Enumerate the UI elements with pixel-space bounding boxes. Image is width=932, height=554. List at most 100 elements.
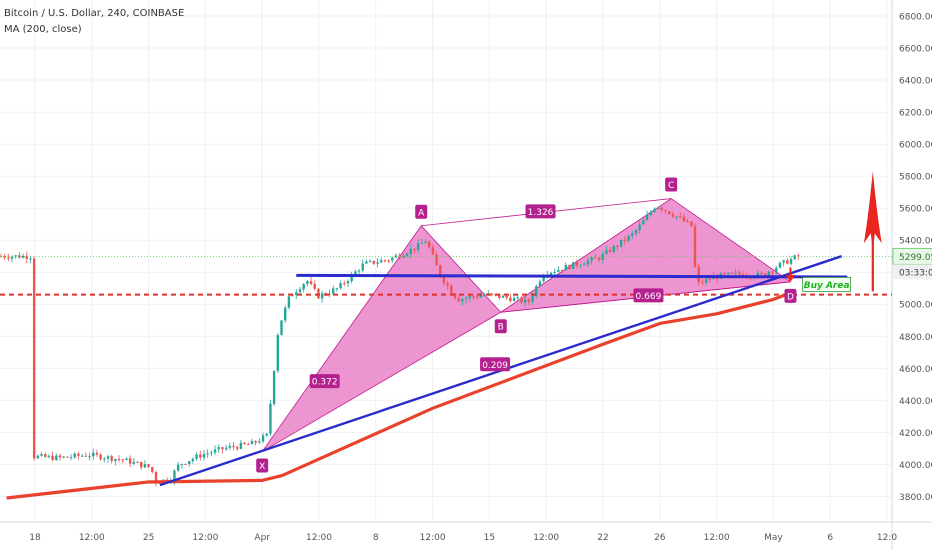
candle-body — [701, 282, 704, 284]
candle-body — [110, 456, 113, 461]
y-tick-label: 5000.00 — [899, 301, 932, 311]
candle-body — [99, 454, 102, 460]
candle-body — [631, 233, 634, 236]
y-tick-label: 3800.00 — [899, 493, 932, 503]
ma-200-line — [6, 291, 792, 500]
candle-body — [143, 464, 147, 468]
y-tick-label: 6000.00 — [899, 141, 932, 151]
candle-body — [21, 255, 25, 258]
candle-body — [457, 298, 460, 302]
x-tick-label: 12:00 — [420, 533, 446, 543]
candle-body — [176, 464, 180, 471]
candle-body — [553, 271, 556, 273]
candle-body — [760, 272, 763, 274]
y-tick-label: 4400.00 — [899, 397, 932, 407]
candle-body — [80, 455, 84, 457]
candle-body — [284, 307, 287, 321]
candle-body — [479, 295, 483, 298]
chart-legend: Bitcoin / U.S. Dollar, 240, COINBASE MA … — [4, 6, 184, 38]
candle-body — [730, 272, 734, 274]
candle-body — [656, 207, 660, 210]
candle-body — [601, 253, 604, 261]
candle-body — [180, 463, 184, 465]
candle-body — [597, 257, 601, 261]
candle-body — [763, 273, 767, 276]
candle-body — [642, 220, 645, 225]
ratio-label: 0.669 — [636, 292, 662, 302]
candle-body — [128, 458, 132, 464]
candle-body — [590, 257, 593, 261]
candle-body — [450, 285, 453, 294]
candle-body — [431, 247, 435, 255]
candle-body — [693, 226, 697, 267]
candle-body — [461, 299, 464, 302]
candle-body — [103, 458, 106, 460]
candle-body — [368, 260, 372, 262]
candle-body — [77, 453, 80, 456]
candle-body — [789, 259, 793, 264]
candle-body — [405, 253, 409, 256]
candle-body — [195, 454, 198, 459]
pattern-triangle-xab — [261, 225, 502, 452]
candle-body — [47, 455, 51, 457]
candle-body — [365, 261, 368, 264]
candle-body — [424, 241, 427, 243]
pattern-point-label: X — [259, 462, 265, 472]
candle-body — [679, 216, 682, 218]
candle-body — [210, 452, 213, 454]
x-tick-label: Apr — [254, 533, 270, 543]
y-tick-label: 4000.00 — [899, 461, 932, 471]
y-tick-label: 6200.00 — [899, 109, 932, 119]
x-tick-label: 12:00 — [306, 533, 332, 543]
candle-body — [62, 456, 65, 458]
candle-body — [549, 272, 553, 276]
candle-body — [619, 239, 623, 247]
candle-body — [132, 461, 136, 464]
pattern-point-marker — [415, 204, 428, 219]
y-tick-label: 6800.00 — [899, 13, 932, 23]
candle-body — [140, 461, 143, 468]
x-tick-label: 12:00 — [533, 533, 559, 543]
down-arrow-head — [785, 274, 796, 282]
candle-body — [793, 255, 796, 260]
candle-body — [531, 295, 534, 302]
candle-body — [391, 257, 394, 261]
candle-body — [32, 258, 36, 459]
candle-body — [302, 284, 305, 290]
candle-body — [173, 470, 176, 482]
candle-body — [88, 456, 91, 458]
candle-body — [361, 263, 364, 271]
x-tick-label: 8 — [373, 533, 379, 543]
candle-body — [69, 457, 73, 459]
candle-body — [490, 293, 494, 295]
candle-body — [708, 278, 711, 280]
y-tick-label: 4600.00 — [899, 365, 932, 375]
candle-body — [612, 245, 615, 253]
candle-body — [767, 271, 771, 276]
candle-body — [634, 230, 638, 234]
candle-body — [0, 256, 3, 258]
candle-body — [357, 270, 361, 272]
candle-body — [686, 221, 689, 223]
candle-body — [560, 269, 564, 271]
y-tick-label: 5800.00 — [899, 173, 932, 183]
pattern-point-marker — [256, 458, 269, 473]
candle-body — [416, 243, 420, 250]
candle-body — [269, 403, 272, 434]
candle-body — [206, 453, 209, 455]
countdown-badge — [893, 264, 932, 280]
candle-body — [350, 274, 353, 282]
candle-body — [464, 298, 468, 300]
candle-body — [354, 271, 357, 275]
candle-body — [516, 297, 519, 299]
candle-body — [29, 258, 32, 260]
candle-body — [287, 296, 291, 308]
candle-body — [583, 264, 586, 266]
candle-body — [442, 276, 446, 284]
pattern-point-marker — [665, 177, 678, 192]
candle-body — [475, 296, 479, 298]
candle-body — [40, 454, 43, 456]
candle-body — [18, 255, 21, 258]
